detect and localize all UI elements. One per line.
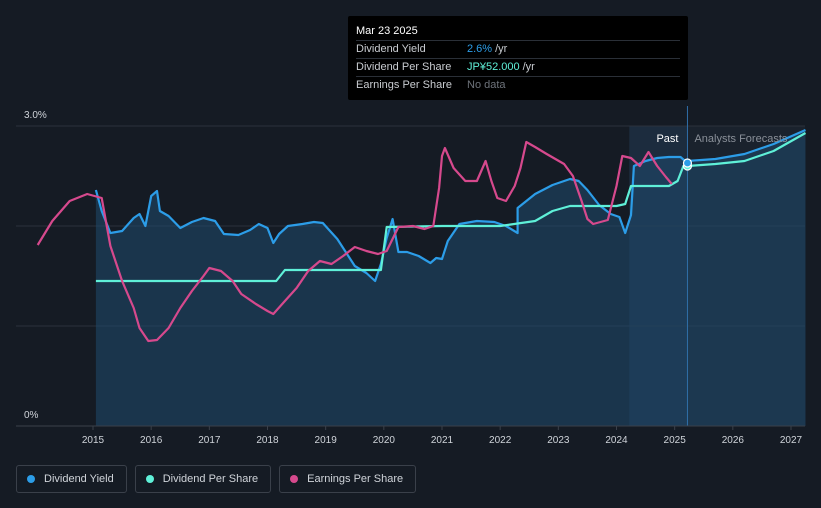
x-tick-label: 2023 xyxy=(547,435,570,446)
x-tick-label: 2027 xyxy=(780,435,803,446)
legend-item-dividend-yield[interactable]: Dividend Yield xyxy=(16,465,127,493)
legend-label: Dividend Yield xyxy=(44,473,114,485)
dividend-yield-area xyxy=(95,130,806,426)
tooltip-label: Dividend Per Share xyxy=(356,61,452,73)
markers xyxy=(682,158,693,171)
tooltip-date: Mar 23 2025 xyxy=(356,25,418,37)
x-tick-label: 2021 xyxy=(431,435,454,446)
analysts-forecast-label: Analysts Forecasts xyxy=(694,133,787,145)
dividend-yield-marker xyxy=(682,158,693,168)
legend-dot-icon xyxy=(27,475,35,483)
legend-label: Dividend Per Share xyxy=(162,473,259,485)
tooltip-value: 2.6% xyxy=(467,43,493,55)
dividend-yield-forecast-line xyxy=(687,128,806,163)
tooltip-row-earnings-per-share: Earnings Per Share No data xyxy=(356,76,680,94)
x-tick-label: 2016 xyxy=(140,435,163,446)
tooltip-label: Earnings Per Share xyxy=(356,79,452,91)
x-tick-label: 2022 xyxy=(489,435,512,446)
y-tick-label: 0% xyxy=(24,410,39,421)
x-tick-label: 2017 xyxy=(198,435,221,446)
tooltip-unit: /yr xyxy=(522,61,535,73)
x-tick-label: 2018 xyxy=(256,435,279,446)
past-label: Past xyxy=(656,133,678,145)
x-tick-label: 2020 xyxy=(373,435,396,446)
x-tick-label: 2019 xyxy=(315,435,338,446)
x-tick-label: 2025 xyxy=(664,435,687,446)
tooltip-label: Dividend Yield xyxy=(356,43,426,55)
legend-dot-icon xyxy=(290,475,299,483)
legend: Dividend Yield Dividend Per Share Earnin… xyxy=(16,465,417,493)
legend-item-earnings-per-share[interactable]: Earnings Per Share xyxy=(279,465,417,493)
x-tick-label: 2026 xyxy=(722,435,745,446)
tooltip-value: JP¥52.000 xyxy=(467,61,520,73)
axes: 2015 2016 2017 2018 2019 2020 2021 2022 2023 2024… xyxy=(16,110,805,446)
tooltip-row-dividend-yield: Dividend Yield 2.6% /yr xyxy=(356,40,680,58)
earnings-per-share-line xyxy=(36,140,673,343)
x-tick-label: 2024 xyxy=(605,435,628,446)
tooltip-value: No data xyxy=(467,79,506,91)
x-tick-label: 2015 xyxy=(82,435,105,446)
legend-dot-icon xyxy=(145,475,154,483)
tooltip-unit: /yr xyxy=(495,43,508,55)
tooltip: Mar 23 2025 Dividend Yield 2.6% /yr Divi… xyxy=(348,16,688,100)
tooltip-row-dividend-per-share: Dividend Per Share JP¥52.000 /yr xyxy=(356,58,680,76)
legend-label: Earnings Per Share xyxy=(307,473,404,485)
y-tick-label: 3.0% xyxy=(24,110,47,121)
legend-item-dividend-per-share[interactable]: Dividend Per Share xyxy=(134,465,272,493)
